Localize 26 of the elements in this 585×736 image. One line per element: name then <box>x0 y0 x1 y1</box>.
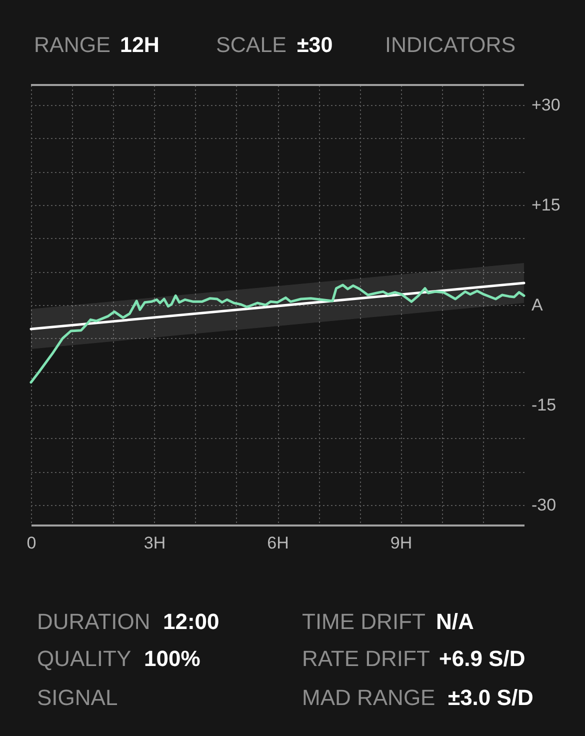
text: MAD RANGE <box>302 685 436 710</box>
y-tick-label: -15 <box>532 396 556 414</box>
text: INDICATORS <box>385 33 516 57</box>
y-tick-label: +15 <box>532 196 560 214</box>
text: ±3.0 S/D <box>448 685 534 710</box>
text: RANGE <box>34 33 110 57</box>
y-tick-label: A <box>532 296 544 314</box>
text: +6.9 S/D <box>439 646 526 671</box>
text: QUALITY <box>37 646 132 671</box>
text: 12:00 <box>163 609 220 634</box>
text: 100% <box>144 646 200 671</box>
y-tick-label: -30 <box>532 496 556 514</box>
x-tick-label: 9H <box>390 534 412 552</box>
text: RATE DRIFT <box>302 646 430 671</box>
text: DURATION <box>37 609 150 634</box>
text: N/A <box>436 609 474 634</box>
x-tick-label: 6H <box>267 534 289 552</box>
y-tick-label: +30 <box>532 96 560 114</box>
text: ±30 <box>297 33 333 57</box>
x-tick-label: 3H <box>144 534 166 552</box>
text: SCALE <box>216 33 287 57</box>
text: 12H <box>120 33 160 57</box>
x-tick-label: 0 <box>26 534 36 552</box>
line-series <box>30 284 526 384</box>
text: TIME DRIFT <box>302 609 426 634</box>
text: SIGNAL <box>37 685 118 710</box>
